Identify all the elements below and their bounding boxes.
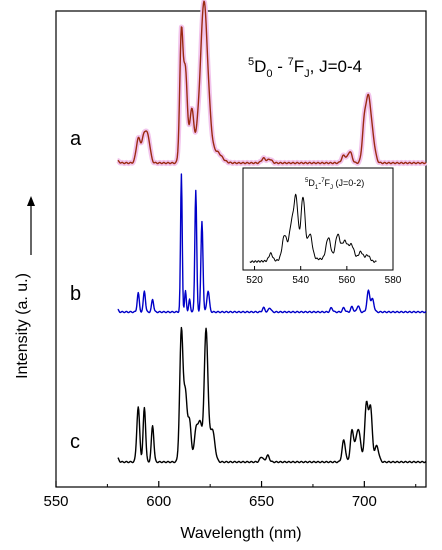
inset-annot-f-sup: 7	[321, 178, 325, 184]
x-tick-label-650: 650	[249, 493, 274, 510]
inset-series-line	[249, 193, 377, 263]
inset-annot-d-sub: 1	[315, 185, 319, 191]
inset-x-tick-label-520: 520	[246, 275, 263, 286]
inset-annot-prefix-sup: 5	[305, 178, 309, 184]
y-axis-label-group: Intensity (a. u.)	[14, 196, 35, 379]
inset-annotation: 5D1-7FJ (J=0-2)	[305, 178, 364, 191]
series-a-glow	[115, 0, 428, 167]
annot-prefix-sup: 5	[248, 56, 254, 68]
inset-annot-f-sub: J	[330, 185, 333, 191]
x-tick-label-550: 550	[43, 493, 68, 510]
inset-annot-suffix: (J=0-2)	[333, 178, 364, 188]
y-axis-arrow-head	[27, 196, 35, 206]
inset-annot-f-letter: F	[325, 178, 331, 188]
inset-annot-dash: -	[318, 178, 321, 188]
annot-f-sub: J	[304, 68, 310, 80]
inset-x-tick-label-540: 540	[292, 275, 309, 286]
inset-plot-frame	[242, 167, 394, 271]
annot-f-letter: F	[294, 57, 304, 76]
inset-x-tick-label-580: 580	[385, 275, 402, 286]
y-axis-label: Intensity (a. u.)	[14, 273, 31, 379]
main-curves	[115, 0, 428, 464]
annot-dash: -	[273, 57, 288, 76]
x-tick-label-600: 600	[146, 493, 171, 510]
annot-d-letter: D	[254, 57, 266, 76]
x-axis-label: Wavelength (nm)	[180, 525, 301, 542]
curve-label-c: c	[70, 431, 80, 453]
x-axis-ticks: 550 600 650 700	[43, 481, 417, 510]
main-plot-frame	[55, 10, 427, 488]
curve-label-a: a	[70, 128, 82, 150]
inset-annot-d-letter: D	[308, 178, 315, 188]
inset-curve	[249, 193, 377, 263]
annot-d-sub: 0	[266, 68, 272, 80]
series-c-line	[117, 326, 427, 464]
inset-x-axis-ticks: 520 540 560 580	[246, 266, 402, 286]
annot-f-sup: 7	[288, 56, 294, 68]
series-b-line	[117, 173, 427, 314]
transition-annotation: 5D0 - 7FJ, J=0-4	[248, 56, 362, 80]
annot-suffix: , J=0-4	[310, 57, 362, 76]
inset-x-tick-label-560: 560	[339, 275, 356, 286]
x-tick-label-700: 700	[352, 493, 377, 510]
curve-label-b: b	[70, 283, 81, 305]
series-a-line	[117, 0, 427, 165]
